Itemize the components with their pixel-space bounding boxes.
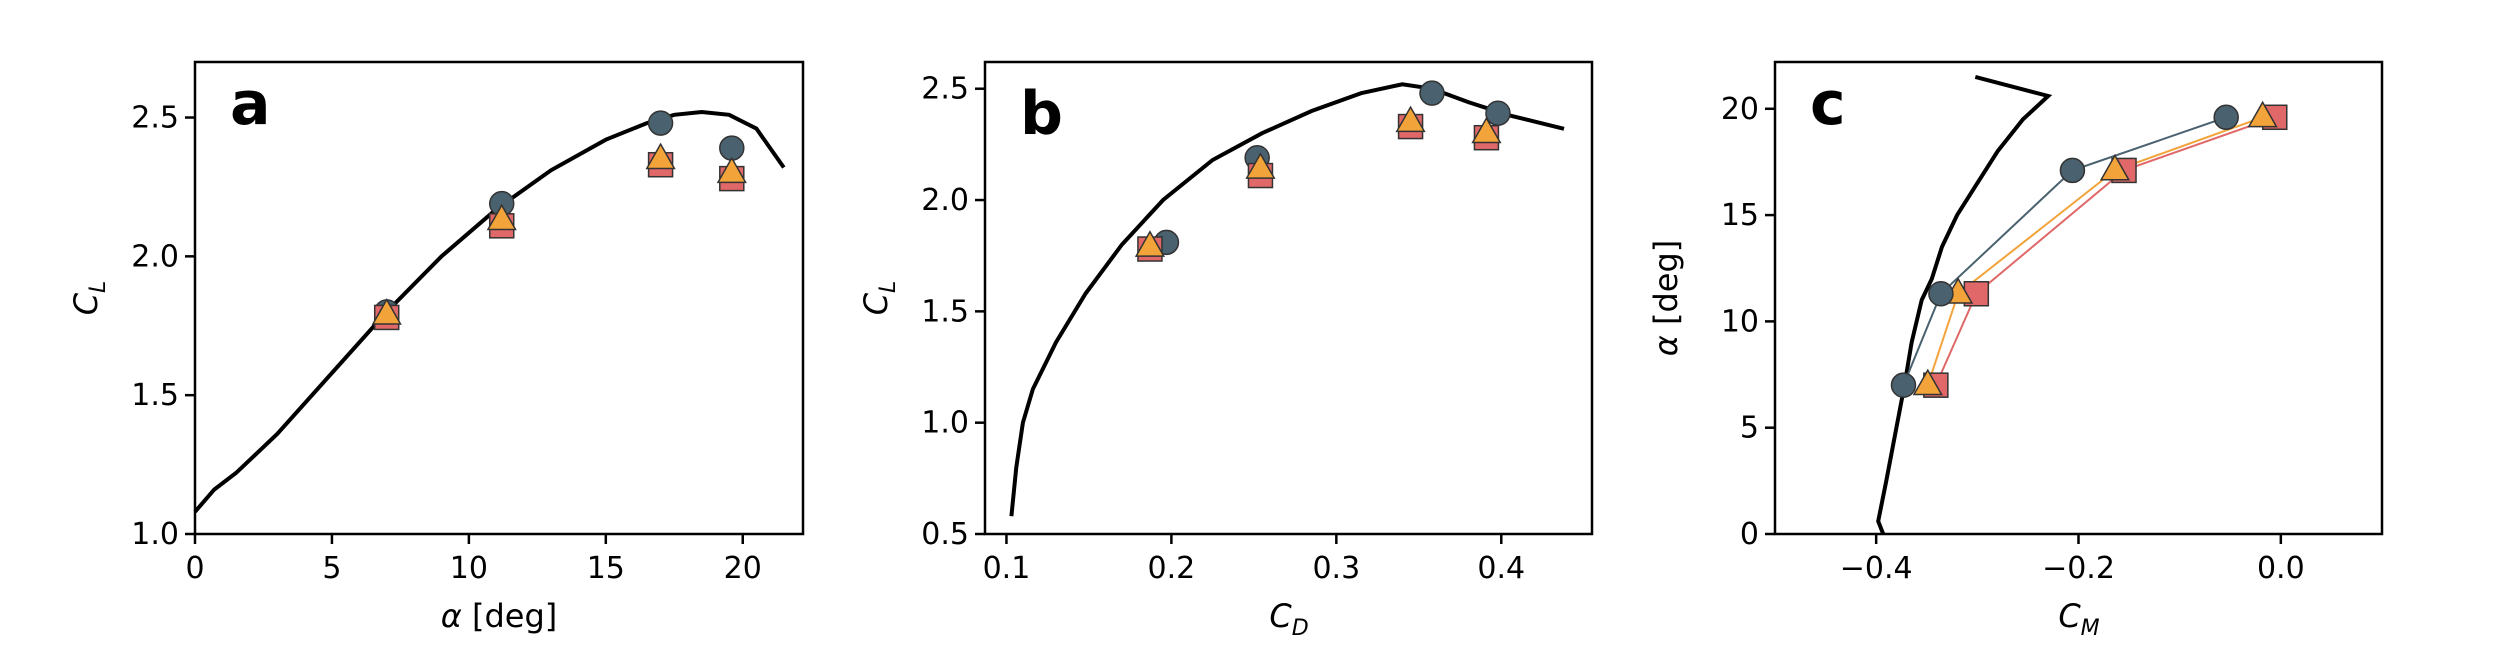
plot-frame bbox=[193, 60, 805, 536]
x-tick-label: 15 bbox=[587, 551, 625, 586]
triangle-marker bbox=[645, 142, 676, 170]
y-tick-label: 0.5 bbox=[921, 517, 969, 552]
circle-marker bbox=[1928, 280, 1954, 307]
y-tick-label: 20 bbox=[1721, 92, 1759, 127]
panel-letter: c bbox=[1810, 69, 1846, 139]
circle-marker bbox=[719, 135, 745, 161]
y-axis-label: CL bbox=[857, 281, 901, 316]
series-line-triangle bbox=[1926, 116, 2263, 386]
panel-b: 0.1 0.2 0.3 0.4 0.5 1.0 1.5 2.0 2.5 b CD CL bbox=[857, 60, 1594, 641]
circle-marker bbox=[2059, 157, 2086, 184]
circle-marker bbox=[647, 110, 674, 136]
panel-c: −0.4 −0.2 0.0 0 5 10 15 20 c CM α [deg] bbox=[1647, 60, 2384, 641]
triangle-marker bbox=[1471, 116, 1502, 144]
x-axis-label: CD bbox=[1269, 597, 1308, 641]
circle-marker bbox=[1419, 80, 1445, 106]
y-tick-label: 1.5 bbox=[921, 294, 969, 329]
x-tick-label: −0.4 bbox=[1840, 551, 1913, 586]
x-tick-label: 10 bbox=[450, 551, 488, 586]
y-tick-label: 10 bbox=[1721, 304, 1759, 339]
series-line-square bbox=[1934, 116, 2276, 386]
x-tick-label: 0.1 bbox=[983, 551, 1031, 586]
y-tick-label: 0 bbox=[1740, 517, 1759, 552]
y-tick-label: 2.0 bbox=[131, 239, 179, 274]
triangle-marker bbox=[2099, 153, 2131, 181]
x-tick-label: 20 bbox=[724, 551, 762, 586]
triangle-marker bbox=[1134, 230, 1166, 257]
triangle-marker bbox=[1245, 152, 1276, 179]
circle-marker bbox=[2213, 104, 2239, 131]
y-tick-label: 2.5 bbox=[131, 101, 179, 136]
x-tick-label: 5 bbox=[322, 551, 341, 586]
y-tick-label: 2.0 bbox=[921, 183, 969, 218]
y-tick-label: 1.0 bbox=[921, 406, 969, 441]
y-tick-label: 5 bbox=[1740, 411, 1759, 446]
y-tick-label: 1.0 bbox=[131, 517, 179, 552]
square-marker bbox=[1963, 280, 1990, 307]
plot-frame bbox=[983, 60, 1594, 536]
x-tick-label: −0.2 bbox=[2042, 551, 2115, 586]
x-tick-label: 0.3 bbox=[1312, 551, 1360, 586]
reference-curve bbox=[193, 109, 786, 514]
triangle-marker bbox=[1912, 368, 1943, 396]
x-tick-label: 0.2 bbox=[1148, 551, 1196, 586]
y-tick-label: 15 bbox=[1721, 198, 1759, 233]
y-axis-label: α [deg] bbox=[1647, 240, 1685, 357]
y-tick-label: 1.5 bbox=[131, 378, 179, 413]
circle-marker bbox=[1485, 100, 1511, 126]
triangle-marker bbox=[1395, 105, 1426, 133]
triangle-marker bbox=[486, 203, 517, 231]
triangle-marker bbox=[716, 156, 747, 184]
x-tick-label: 0.4 bbox=[1477, 551, 1525, 586]
triangle-marker bbox=[2247, 100, 2278, 128]
triangle-marker bbox=[371, 298, 402, 325]
panel-letter: b bbox=[1020, 79, 1063, 149]
circle-marker bbox=[1890, 372, 1917, 398]
y-tick-label: 2.5 bbox=[921, 72, 969, 107]
x-axis-label: α [deg] bbox=[441, 597, 558, 635]
x-tick-label: 0 bbox=[185, 551, 204, 586]
y-axis-label: CL bbox=[67, 281, 111, 316]
x-tick-label: 0.0 bbox=[2257, 551, 2305, 586]
panel-a: 0 5 10 15 20 1.0 1.5 2.0 2.5 a α [deg] CL bbox=[67, 60, 805, 635]
panel-letter: a bbox=[230, 69, 271, 139]
plot-frame bbox=[1773, 60, 2384, 536]
x-axis-label: CM bbox=[2058, 597, 2099, 641]
reference-curve bbox=[1876, 74, 2053, 535]
series-line-circle bbox=[1902, 116, 2227, 386]
